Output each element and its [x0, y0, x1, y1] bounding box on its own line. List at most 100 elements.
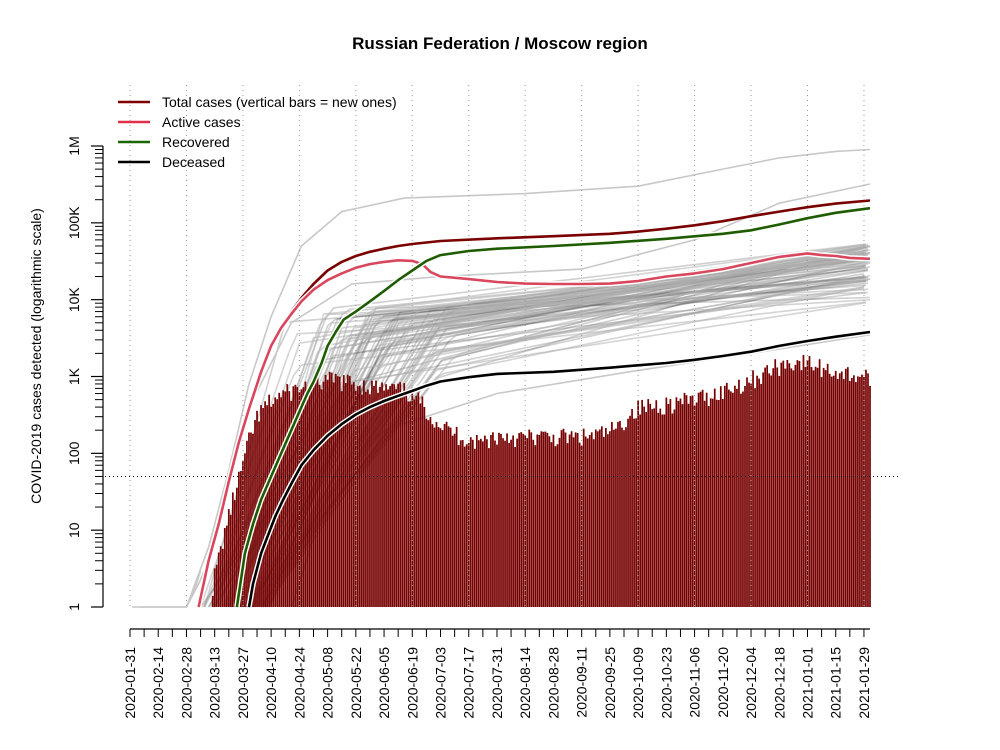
new-cases-bar	[233, 500, 236, 607]
new-cases-bar	[645, 412, 648, 607]
new-cases-bar	[359, 385, 361, 607]
new-cases-bar	[490, 435, 492, 607]
new-cases-bar	[524, 435, 527, 607]
new-cases-bar	[486, 439, 488, 607]
new-cases-bar	[401, 397, 404, 607]
new-cases-bar	[574, 432, 577, 607]
x-tick-label: 2020-11-20	[715, 647, 731, 718]
new-cases-bar	[484, 435, 486, 607]
new-cases-bar	[215, 564, 218, 607]
new-cases-bar	[298, 392, 301, 607]
new-cases-bar	[482, 441, 484, 607]
new-cases-bar	[236, 487, 238, 607]
new-cases-bar	[459, 440, 462, 607]
new-cases-bar	[754, 388, 756, 607]
x-tick-label: 2020-07-17	[461, 647, 477, 719]
new-cases-bar	[213, 568, 216, 607]
new-cases-bar	[762, 372, 764, 607]
new-cases-bar	[425, 418, 428, 607]
new-cases-bar	[857, 376, 859, 607]
new-cases-bar	[596, 431, 599, 607]
new-cases-bar	[322, 381, 325, 607]
new-cases-bar	[477, 440, 480, 607]
new-cases-bar	[415, 395, 418, 607]
new-cases-bar	[274, 397, 277, 607]
new-cases-bar	[736, 388, 738, 607]
new-cases-bar	[734, 385, 736, 607]
new-cases-bar	[346, 374, 349, 607]
new-cases-bar	[621, 427, 623, 607]
new-cases-bar	[699, 391, 702, 607]
other-region-line	[252, 252, 867, 608]
new-cases-bar	[316, 378, 319, 607]
x-tick-label: 2020-10-09	[630, 647, 646, 719]
new-cases-bar	[721, 399, 724, 607]
new-cases-bar	[395, 389, 398, 607]
new-cases-bar	[669, 399, 672, 607]
new-cases-bar	[586, 438, 589, 607]
x-tick-label: 2020-05-22	[348, 647, 364, 719]
new-cases-bar	[800, 370, 803, 607]
new-cases-bar	[348, 376, 351, 607]
new-cases-bar	[790, 368, 793, 607]
new-cases-bar	[744, 386, 746, 607]
new-cases-bar	[350, 384, 353, 607]
new-cases-bar	[834, 370, 837, 607]
new-cases-bar	[219, 546, 222, 607]
new-cases-bar	[342, 375, 345, 607]
new-cases-bar	[262, 408, 264, 607]
new-cases-bar	[217, 552, 220, 607]
new-cases-bar	[211, 595, 214, 607]
new-cases-bar	[437, 427, 440, 607]
new-cases-bar	[649, 403, 652, 607]
new-cases-bar	[824, 370, 827, 607]
new-cases-bar	[340, 391, 343, 607]
y-tick-label: 1M	[66, 136, 82, 155]
x-tick-label: 2020-08-28	[545, 647, 561, 719]
new-cases-bar	[655, 400, 658, 607]
new-cases-bar	[633, 418, 635, 607]
new-cases-bar	[308, 386, 311, 607]
new-cases-bar	[639, 414, 641, 607]
other-region-line	[132, 570, 202, 608]
legend-label: Active cases	[162, 114, 241, 130]
new-cases-bar	[526, 438, 529, 607]
new-cases-bar	[592, 439, 595, 607]
new-cases-bar	[637, 400, 639, 607]
new-cases-bar	[439, 428, 442, 607]
series-line	[247, 330, 871, 608]
new-cases-bar	[725, 382, 728, 607]
new-cases-bar	[607, 434, 609, 607]
new-cases-bar	[661, 414, 664, 607]
new-cases-bar	[772, 368, 775, 607]
new-cases-bar	[683, 392, 686, 607]
new-cases-bar	[703, 400, 706, 607]
new-cases-bars	[211, 355, 871, 607]
new-cases-bar	[435, 422, 438, 607]
new-cases-bar	[540, 431, 543, 607]
x-tick-label: 2020-07-31	[489, 647, 505, 719]
new-cases-bar	[627, 418, 629, 607]
new-cases-bar	[844, 368, 847, 607]
new-cases-bar	[451, 435, 454, 607]
new-cases-bar	[471, 439, 474, 607]
new-cases-bar	[457, 445, 460, 607]
x-tick-label: 2020-12-04	[743, 647, 759, 719]
new-cases-bar	[602, 436, 605, 607]
new-cases-bar	[231, 492, 234, 607]
new-cases-bar	[302, 387, 305, 607]
other-region-line	[242, 257, 865, 608]
new-cases-bar	[867, 373, 869, 607]
new-cases-bar	[502, 438, 504, 607]
new-cases-bar	[538, 435, 541, 607]
new-cases-bar	[675, 397, 678, 607]
new-cases-bar	[264, 401, 266, 607]
new-cases-bar	[371, 380, 373, 607]
new-cases-bar	[344, 383, 347, 607]
new-cases-bar	[715, 399, 718, 607]
new-cases-bar	[248, 432, 250, 607]
new-cases-bar	[651, 409, 654, 607]
new-cases-bar	[534, 445, 537, 607]
new-cases-bar	[276, 399, 279, 607]
new-cases-bar	[548, 436, 551, 607]
